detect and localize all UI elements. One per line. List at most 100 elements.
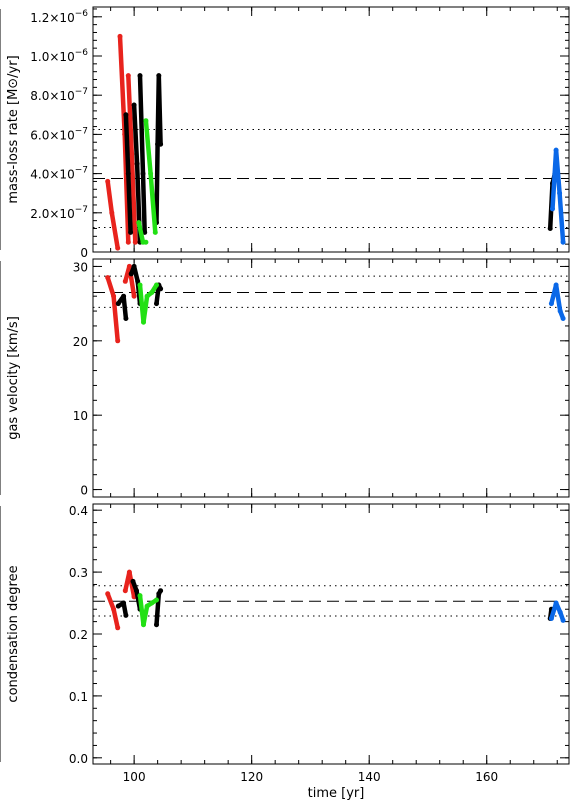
data-point-0-3-0-2 [557, 190, 563, 196]
data-point-1-0-0-0 [105, 275, 111, 281]
data-point-0-1-3-3 [158, 141, 164, 147]
y-axis-label-2: condensation degree [6, 565, 21, 702]
y-axis-label-0: mass-loss rate [M⊙/yr] [6, 55, 21, 203]
data-point-1-3-0-3 [560, 316, 566, 321]
data-point-2-0-0-2 [115, 625, 121, 631]
data-point-2-1-0-1 [121, 600, 127, 606]
data-point-1-0-1-2 [131, 293, 137, 299]
data-point-0-1-1-0 [131, 102, 137, 108]
data-point-2-1-0-2 [123, 612, 129, 618]
y-tick-label-0-2: 4.0×10−7 [30, 166, 88, 182]
data-point-2-1-0-0 [115, 603, 121, 609]
plot-frame-2 [92, 503, 570, 765]
data-point-2-1-2-2 [158, 588, 164, 594]
data-point-0-3-0-0 [550, 206, 555, 212]
data-point-1-0-0-1 [111, 293, 117, 299]
data-point-1-1-0-2 [123, 316, 129, 321]
data-point-2-3-0-3 [560, 617, 566, 623]
data-point-0-2-1-0 [143, 118, 149, 124]
series-0-1-segment-3 [154, 73, 163, 225]
data-point-0-1-3-2 [156, 73, 162, 79]
series-0-2-segment-1 [143, 118, 158, 235]
data-point-1-2-0-2 [144, 293, 150, 299]
data-point-0-3-0-1 [553, 147, 559, 153]
series-1-1-segment-0 [116, 293, 129, 321]
y-tick-label-0-0: 0 [80, 246, 88, 260]
data-point-0-0-1-0 [117, 33, 123, 39]
data-point-0-1-2-1 [140, 171, 146, 177]
data-point-2-1-1-1 [134, 588, 139, 594]
y-tick-label-2-2: 0.2 [69, 628, 88, 642]
series-1-0-segment-0 [105, 275, 120, 344]
data-point-2-3-0-1 [553, 600, 559, 606]
data-point-0-1-4-0 [547, 226, 553, 231]
data-point-2-2-0-0 [137, 593, 143, 599]
data-point-0-1-1-1 [134, 161, 140, 167]
data-point-2-0-0-1 [111, 606, 117, 612]
y-tick-exponent: −7 [75, 205, 88, 215]
data-point-1-3-0-1 [553, 282, 559, 288]
x-axis-label: time [yr] [308, 786, 365, 801]
data-point-2-0-1-1 [126, 569, 132, 575]
y-tick-exponent: −7 [75, 166, 88, 176]
data-point-0-2-0-0 [136, 220, 142, 226]
data-point-1-0-0-2 [115, 338, 121, 344]
series-1-3-segment-0 [549, 282, 566, 321]
data-point-1-1-0-0 [115, 301, 121, 307]
y-tick-label-0-5: 1.0×10−6 [30, 48, 88, 64]
series-0-3-segment-0 [550, 147, 566, 245]
data-point-2-2-0-3 [149, 600, 155, 606]
data-point-1-1-2-0 [154, 301, 159, 307]
data-point-1-1-2-2 [158, 286, 164, 292]
data-point-0-0-0-0 [105, 178, 111, 184]
plot-frame-1 [92, 258, 570, 498]
data-point-2-1-1-0 [130, 578, 136, 584]
data-point-0-1-0-2 [128, 229, 134, 235]
data-point-0-2-0-2 [143, 239, 149, 245]
y-tick-label-0-4: 8.0×10−7 [30, 87, 88, 103]
data-point-1-3-0-0 [548, 301, 554, 307]
data-point-2-3-0-0 [548, 616, 554, 621]
data-point-2-3-0-2 [557, 609, 563, 615]
data-point-2-2-0-2 [144, 603, 150, 609]
data-point-0-1-0-1 [125, 171, 131, 177]
data-point-1-2-0-4 [154, 282, 159, 288]
x-tick-label-2: 140 [358, 770, 381, 784]
data-point-2-2-0-4 [154, 597, 159, 603]
data-point-0-1-0-0 [123, 112, 129, 118]
data-point-0-0-0-2 [115, 245, 121, 251]
data-point-1-1-1-0 [128, 271, 134, 277]
y-tick-label-1-0: 0 [80, 484, 88, 498]
y-tick-label-0-3: 6.0×10−7 [30, 126, 88, 142]
data-point-0-0-1-2 [125, 239, 131, 245]
y-tick-label-2-1: 0.1 [69, 690, 88, 704]
data-point-0-0-0-1 [109, 210, 115, 216]
y-tick-exponent: −6 [75, 9, 89, 19]
y-tick-label-2-4: 0.4 [69, 504, 88, 518]
data-point-0-0-2-0 [125, 73, 131, 79]
x-tick-label-1: 120 [240, 770, 263, 784]
series-2-3-segment-0 [549, 600, 566, 623]
y-tick-label-2-0: 0.0 [69, 752, 88, 766]
y-tick-label-1-1: 10 [73, 409, 88, 423]
data-point-0-2-1-1 [148, 171, 154, 177]
data-point-1-2-0-1 [141, 319, 146, 325]
y-axis-label-1: gas velocity [km/s] [6, 316, 21, 440]
data-point-1-3-0-2 [557, 308, 563, 314]
data-point-0-3-0-3 [560, 239, 566, 245]
y-tick-label-0-1: 2.0×10−7 [30, 205, 88, 221]
data-point-0-0-2-2 [132, 239, 138, 245]
y-tick-label-1-2: 20 [73, 335, 88, 349]
y-tick-label-1-3: 30 [73, 260, 88, 274]
y-tick-label-2-3: 0.3 [69, 566, 88, 580]
data-point-1-0-1-0 [122, 278, 128, 284]
x-tick-label-0: 100 [123, 770, 146, 784]
y-tick-exponent: −7 [75, 87, 88, 97]
data-point-0-2-1-2 [152, 229, 158, 235]
data-point-1-2-0-3 [149, 290, 155, 295]
data-point-2-1-2-0 [154, 622, 159, 628]
data-point-0-1-2-0 [137, 73, 143, 79]
x-tick-label-3: 160 [475, 770, 498, 784]
data-point-2-2-0-1 [141, 622, 146, 628]
